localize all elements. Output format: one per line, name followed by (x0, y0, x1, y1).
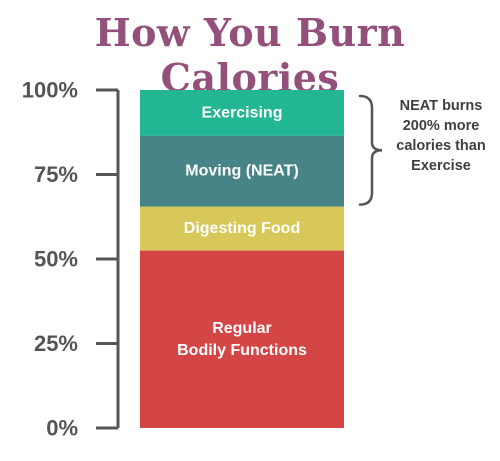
y-tick-label: 25% (34, 331, 78, 356)
neat-annotation: NEAT burns 200% more calories than Exercise (358, 94, 486, 206)
bar-segment (140, 250, 344, 428)
curly-brace (358, 94, 383, 206)
segment-label: Regular Bodily Functions (177, 320, 307, 359)
segment-label: Exercising (202, 104, 283, 121)
y-tick-label: 0% (46, 416, 78, 441)
stacked-bar: Regular Bodily Functions Digesting Food Mov… (140, 90, 344, 428)
y-tick-label: 75% (34, 162, 78, 187)
segment-label: Moving (NEAT) (185, 163, 298, 180)
annotation-text: NEAT burns 200% more calories than Exercise (396, 98, 485, 174)
chart-title: How You Burn Calories (94, 10, 406, 100)
bar-segment (140, 90, 344, 136)
y-tick-label: 50% (34, 247, 78, 272)
segment-label: Digesting Food (184, 220, 300, 237)
bar-segment (140, 206, 344, 251)
y-axis: 0% 25% 50% 75% 100% (22, 78, 120, 441)
y-tick-label: 100% (22, 78, 78, 103)
bar-segment (140, 135, 344, 207)
